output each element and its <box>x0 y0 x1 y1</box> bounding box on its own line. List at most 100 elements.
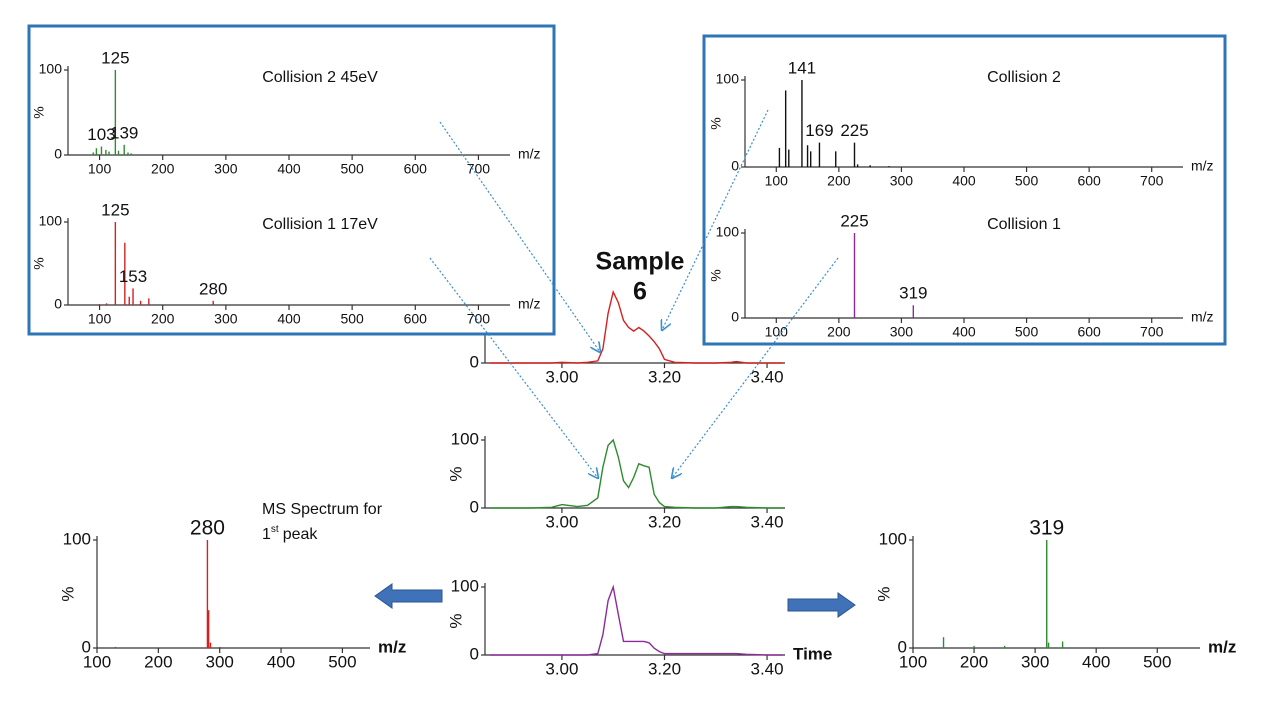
x-tick-label: 600 <box>404 161 428 177</box>
x-axis-label: m/z <box>1191 158 1214 174</box>
x-tick-label: 500 <box>340 161 364 177</box>
connector <box>662 109 769 330</box>
x-tick-label: 3.20 <box>648 512 681 531</box>
x-tick-label: 200 <box>151 311 175 327</box>
x-tick-label: 700 <box>1140 173 1164 189</box>
connector <box>439 121 600 352</box>
annotation-part: peak <box>283 526 319 543</box>
y-tick-label: 100 <box>879 529 907 548</box>
x-tick-label: 3.40 <box>751 512 784 531</box>
annotation-sup: st <box>271 524 279 535</box>
y-tick-label: 0 <box>54 146 62 162</box>
y-axis-label: % <box>446 613 465 628</box>
y-tick-label: 100 <box>451 576 479 595</box>
x-tick-label: 500 <box>1015 173 1039 189</box>
x-tick-label: 600 <box>1077 173 1101 189</box>
x-axis-label: m/z <box>378 637 406 656</box>
y-tick-label: 100 <box>716 71 740 87</box>
y-tick-label: 0 <box>731 309 739 325</box>
y-tick-label: 0 <box>54 296 62 312</box>
y-tick-label: 0 <box>898 637 907 656</box>
x-tick-label: 100 <box>88 161 112 177</box>
peak-label: 141 <box>788 58 816 77</box>
x-tick-label: 300 <box>890 324 914 340</box>
x-tick-label: 200 <box>144 652 172 671</box>
peak-label: 153 <box>119 267 147 286</box>
x-tick-label: 100 <box>765 324 789 340</box>
peak-label: 225 <box>840 121 868 140</box>
x-tick-label: 100 <box>899 652 927 671</box>
y-tick-label: 0 <box>731 158 739 174</box>
x-tick-label: 700 <box>1140 324 1164 340</box>
x-tick-label: 300 <box>214 161 238 177</box>
chromatogram: 0 100 3.00 3.20 3.40% Time <box>446 576 832 678</box>
x-axis-label: m/z <box>1191 309 1214 325</box>
y-tick-label: 100 <box>39 213 63 229</box>
x-tick-label: 400 <box>952 324 976 340</box>
x-tick-label: 3.20 <box>648 367 681 386</box>
block-arrow <box>374 583 443 609</box>
annotation: MS Spectrum for <box>262 501 383 518</box>
x-tick-label: 3.00 <box>545 659 578 678</box>
peak-label: 225 <box>840 211 868 230</box>
trace <box>490 584 783 656</box>
x-axis-label: m/z <box>518 146 541 162</box>
y-tick-label: 0 <box>470 497 479 516</box>
y-axis-label: % <box>31 106 47 118</box>
x-tick-label: 400 <box>277 311 301 327</box>
x-tick-label: 500 <box>328 652 356 671</box>
x-tick-label: 3.20 <box>648 659 681 678</box>
peak-label: 169 <box>805 121 833 140</box>
x-tick-label: 200 <box>960 652 988 671</box>
x-tick-label: 400 <box>277 161 301 177</box>
chromatogram: 0 100 3.00 3.20 3.40% <box>446 429 785 531</box>
chart-title: Collision 1 <box>987 216 1061 233</box>
y-tick-label: 100 <box>63 529 91 548</box>
peak-label: 319 <box>899 284 927 303</box>
x-tick-label: 3.40 <box>751 659 784 678</box>
x-tick-label: 100 <box>765 173 789 189</box>
peak-label: 280 <box>199 279 227 298</box>
x-tick-label: 100 <box>83 652 111 671</box>
y-axis-label: % <box>31 257 47 269</box>
y-tick-label: 0 <box>82 637 91 656</box>
x-tick-label: 500 <box>1015 324 1039 340</box>
y-axis-label: % <box>446 466 465 481</box>
annotation: 1st peak <box>262 524 318 544</box>
x-tick-label: 300 <box>1021 652 1049 671</box>
y-axis-label: % <box>58 586 77 601</box>
peak-label: 125 <box>101 48 129 67</box>
y-axis-label: % <box>708 269 724 281</box>
y-axis-label: % <box>874 586 893 601</box>
annotation-part: 1 <box>262 526 271 543</box>
x-tick-label: 3.00 <box>545 367 578 386</box>
x-tick-label: 700 <box>467 311 491 327</box>
x-tick-label: 700 <box>467 161 491 177</box>
x-tick-label: 200 <box>151 161 175 177</box>
x-tick-label: 3.40 <box>751 367 784 386</box>
y-tick-label: 0 <box>470 352 479 371</box>
x-tick-label: 200 <box>827 324 851 340</box>
peak-label: 319 <box>1029 517 1064 540</box>
y-tick-label: 100 <box>39 61 63 77</box>
peak-label: 139 <box>110 123 138 142</box>
spectrum: 0 100 100 200 300 400 500 600 700% m/z Collision 1… <box>31 200 541 326</box>
peak-label: 280 <box>190 517 225 540</box>
y-axis-label: % <box>708 117 724 129</box>
x-tick-label: 500 <box>340 311 364 327</box>
peak-label: 103 <box>87 125 115 144</box>
x-axis-label: m/z <box>1208 637 1236 656</box>
connector <box>672 257 839 478</box>
x-tick-label: 500 <box>1143 652 1171 671</box>
x-tick-label: 3.00 <box>545 512 578 531</box>
chart-title: Sample <box>596 248 685 276</box>
x-tick-label: 300 <box>890 173 914 189</box>
y-tick-label: 100 <box>716 224 740 240</box>
connectors <box>429 109 839 478</box>
spectrum: 0 100 100 200 300 400 500 600 700% m/z Collision 1… <box>708 211 1214 339</box>
chart-title: Collision 1 17eV <box>262 216 378 233</box>
